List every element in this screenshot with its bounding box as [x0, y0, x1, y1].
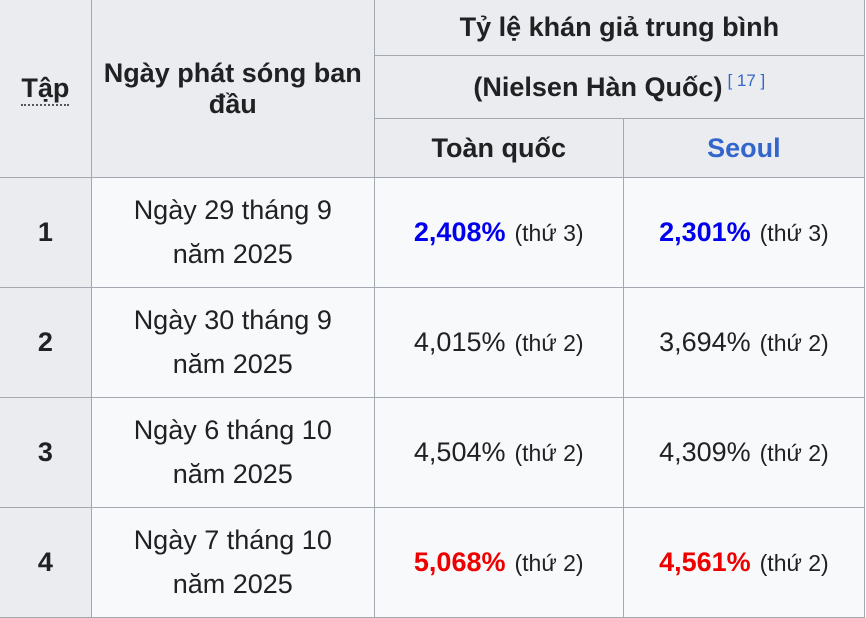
- episode-number-cell: 2: [0, 287, 92, 398]
- rating-rank: (thứ 2): [514, 550, 584, 576]
- rating-value: 3,694%: [659, 327, 751, 357]
- ratings-group-subtitle-cell: (Nielsen Hàn Quốc)[ 17 ]: [373, 55, 866, 119]
- rating-value: 4,504%: [413, 437, 506, 467]
- rating-value: 2,301%: [659, 217, 751, 247]
- rating-rank: (thứ 2): [514, 330, 584, 356]
- rating-rank: (thứ 2): [759, 440, 829, 466]
- air-date-cell: Ngày 30 tháng 9 năm 2025: [90, 287, 375, 398]
- table-row: 2 Ngày 30 tháng 9 năm 2025 4,015% (thứ 2)…: [0, 287, 866, 398]
- rating-rank: (thứ 2): [514, 440, 584, 466]
- table-row: 1 Ngày 29 tháng 9 năm 2025 2,408% (thứ 3)…: [0, 177, 866, 288]
- table-row: 4 Ngày 7 tháng 10 năm 2025 5,068% (thứ 2)…: [0, 507, 866, 618]
- rating-value: 4,561%: [659, 547, 751, 577]
- nationwide-column-header: Toàn quốc: [373, 118, 624, 178]
- rating-rank: (thứ 3): [759, 220, 829, 246]
- episode-number-cell: 3: [0, 397, 92, 508]
- rating-value: 4,015%: [413, 327, 506, 357]
- rating-rank: (thứ 3): [514, 220, 584, 246]
- episode-number-cell: 1: [0, 177, 92, 288]
- header-row-subcolumns: Toàn quốc Seoul: [0, 118, 866, 178]
- air-date-column-header: Ngày phát sóng ban đầu: [90, 0, 375, 178]
- header-row-group-title: Tập Ngày phát sóng ban đầu Tỷ lệ khán gi…: [0, 0, 866, 178]
- nationwide-rating-cell: 4,015% (thứ 2): [373, 287, 624, 398]
- seoul-column-header: Seoul: [622, 118, 866, 178]
- reference-superscript: [ 17 ]: [727, 71, 765, 90]
- episode-column-header: Tập: [0, 0, 92, 178]
- nationwide-rating-cell: 5,068% (thứ 2): [373, 507, 624, 618]
- rating-value: 5,068%: [413, 547, 506, 577]
- seoul-rating-cell: 4,561% (thứ 2): [622, 507, 866, 618]
- nationwide-rating-cell: 4,504% (thứ 2): [373, 397, 624, 508]
- seoul-rating-cell: 2,301% (thứ 3): [622, 177, 866, 288]
- seoul-rating-cell: 3,694% (thứ 2): [622, 287, 866, 398]
- air-date-cell: Ngày 29 tháng 9 năm 2025: [90, 177, 375, 288]
- rating-value: 2,408%: [413, 217, 506, 247]
- episode-abbr: Tập: [21, 73, 70, 106]
- ratings-group-title: Tỷ lệ khán giả trung bình: [373, 0, 866, 56]
- air-date-cell: Ngày 7 tháng 10 năm 2025: [90, 507, 375, 618]
- seoul-rating-cell: 4,309% (thứ 2): [622, 397, 866, 508]
- nationwide-rating-cell: 2,408% (thứ 3): [373, 177, 624, 288]
- ratings-group-subtitle: (Nielsen Hàn Quốc): [473, 71, 723, 102]
- rating-rank: (thứ 2): [759, 330, 829, 356]
- seoul-link[interactable]: Seoul: [707, 132, 781, 163]
- header-row-group-subtitle: (Nielsen Hàn Quốc)[ 17 ]: [0, 55, 866, 119]
- episode-number-cell: 4: [0, 507, 92, 618]
- rating-value: 4,309%: [659, 437, 751, 467]
- table-row: 3 Ngày 6 tháng 10 năm 2025 4,504% (thứ 2)…: [0, 397, 866, 508]
- reference-link[interactable]: [ 17 ]: [727, 70, 766, 90]
- air-date-cell: Ngày 6 tháng 10 năm 2025: [90, 397, 375, 508]
- rating-rank: (thứ 2): [759, 550, 829, 576]
